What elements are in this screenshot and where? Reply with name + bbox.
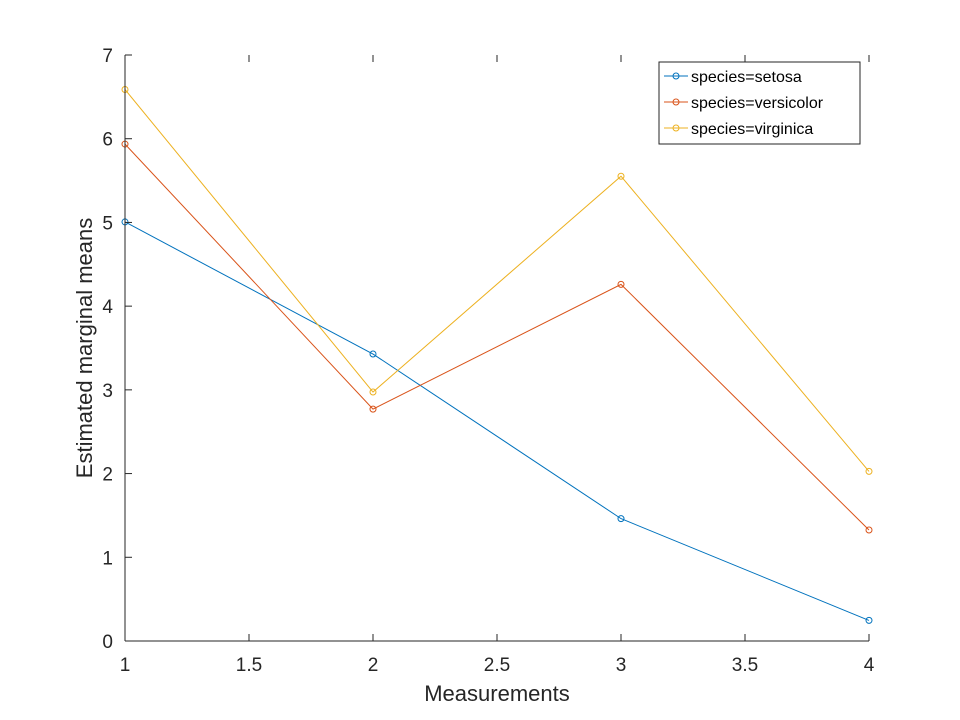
legend-swatch-marker	[672, 72, 680, 80]
series-line	[124, 221, 870, 621]
data-point	[617, 515, 625, 523]
x-axis-label: Measurements	[424, 681, 570, 706]
x-tick-label: 2	[368, 655, 379, 676]
y-tick-label: 5	[102, 213, 113, 234]
y-axis-label: Estimated marginal means	[72, 218, 97, 478]
legend-label: species=versicolor	[691, 95, 824, 112]
x-tick-label: 4	[864, 655, 875, 676]
y-tick-label: 0	[102, 632, 113, 653]
y-ticks: 0 1 2 3 4 5 6 7	[102, 46, 132, 653]
y-tick-label: 4	[102, 297, 113, 318]
data-point	[369, 350, 377, 358]
legend: species=setosa species=versicolor species=…	[658, 61, 861, 145]
series-layer	[121, 85, 873, 624]
legend-item: species=setosa	[664, 69, 802, 86]
series-line	[124, 89, 870, 472]
x-tick-label: 3.5	[732, 655, 758, 676]
legend-box	[658, 61, 861, 145]
y-tick-label: 6	[102, 130, 113, 151]
y-tick-label: 1	[102, 548, 113, 569]
data-point	[865, 526, 873, 534]
x-tick-label: 1.5	[236, 655, 262, 676]
series-line	[124, 143, 870, 531]
legend-item: species=virginica	[664, 121, 813, 138]
legend-label: species=virginica	[691, 121, 813, 138]
x-tick-label: 2.5	[484, 655, 510, 676]
x-ticks: 1 1.5 2 2.5 3 3.5 4	[120, 55, 875, 676]
x-tick-label: 3	[616, 655, 627, 676]
y-tick-label: 2	[102, 465, 113, 486]
data-point	[369, 405, 377, 413]
legend-swatch-marker	[672, 98, 680, 106]
data-point	[617, 172, 625, 180]
x-tick-label: 1	[120, 655, 131, 676]
data-point	[617, 280, 625, 288]
plot-area	[125, 55, 869, 641]
legend-swatch-marker	[672, 124, 680, 132]
legend-item: species=versicolor	[664, 95, 824, 112]
legend-label: species=setosa	[691, 69, 802, 86]
data-point	[865, 616, 873, 624]
y-tick-label: 7	[102, 46, 113, 67]
data-point	[369, 388, 377, 396]
y-tick-label: 3	[102, 381, 113, 402]
data-point	[865, 467, 873, 475]
